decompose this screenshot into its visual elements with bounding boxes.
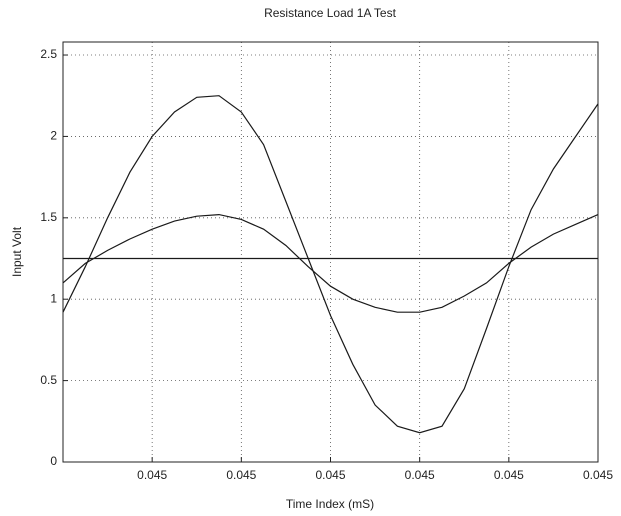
y-tick-label: 2.5	[40, 47, 57, 61]
line-series	[62, 95, 599, 434]
plot-frame	[62, 41, 599, 463]
line-series	[62, 213, 599, 313]
chart-title: Resistance Load 1A Test	[264, 6, 397, 20]
y-tick-label: 0	[50, 454, 57, 468]
y-tick-label: 0.5	[40, 373, 57, 387]
x-tick-label: 0.045	[315, 468, 345, 482]
x-tick-label: 0.045	[226, 468, 256, 482]
y-tick-label: 1	[50, 291, 57, 305]
x-tick-label: 0.045	[583, 468, 613, 482]
x-axis-label: Time Index (mS)	[286, 497, 374, 511]
x-tick-label: 0.045	[494, 468, 524, 482]
x-tick-label: 0.045	[137, 468, 167, 482]
y-tick-label: 2	[50, 129, 57, 143]
x-tick-label: 0.045	[405, 468, 435, 482]
y-tick-label: 1.5	[40, 210, 57, 224]
y-axis-label: Input Volt	[10, 226, 24, 277]
